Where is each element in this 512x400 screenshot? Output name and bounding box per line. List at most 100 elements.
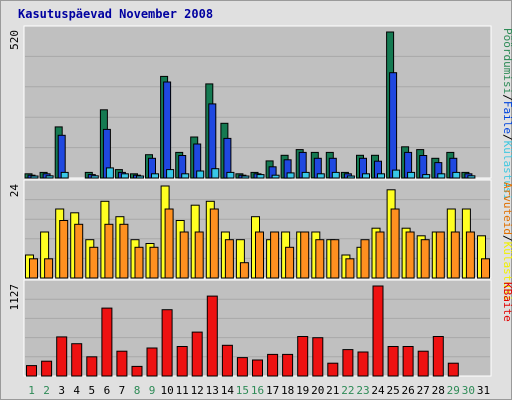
bar-Arvuteid-day-10 (164, 208, 174, 279)
x-tick-label: 29 (447, 384, 460, 397)
bar-KBaite-day-25 (387, 346, 399, 377)
bar-Arvuteid-day-2 (44, 258, 54, 279)
bar-KBaite-day-16 (252, 359, 263, 377)
bar-Arvuteid-day-29 (450, 231, 460, 279)
bar-KBaite-day-8 (131, 365, 143, 377)
x-tick-label: 31 (477, 384, 490, 397)
bar-Külastusi-day-20 (316, 173, 325, 179)
bar-KBaite-day-24 (372, 285, 384, 377)
x-tick-label: 22 (341, 384, 354, 397)
bar-Külastusi-day-9 (151, 173, 159, 179)
bar-KBaite-day-4 (71, 343, 83, 377)
bar-Arvuteid-day-23 (360, 239, 370, 279)
bar-KBaite-day-7 (116, 350, 128, 377)
bar-KBaite-day-2 (41, 360, 53, 377)
legend-entry: Arvuteid (501, 182, 512, 235)
series-Faile (27, 72, 473, 179)
x-tick-label: 25 (386, 384, 399, 397)
x-tick-label: 10 (160, 384, 173, 397)
bar-Arvuteid-day-4 (74, 223, 84, 279)
bar-Arvuteid-day-7 (119, 223, 129, 279)
bar-Arvuteid-day-6 (104, 223, 114, 279)
series-KBaite (26, 285, 459, 377)
y-max-label: 1127 (8, 284, 21, 311)
bar-Arvuteid-day-13 (209, 208, 219, 279)
bar-KBaite-day-13 (206, 295, 218, 377)
bar-Külastusi-day-26 (407, 171, 416, 179)
bar-Külastusi-day-14 (226, 171, 235, 179)
bar-KBaite-day-28 (432, 336, 444, 377)
bar-Külastusi-day-22 (346, 175, 355, 179)
bar-KBaite-day-15 (236, 357, 248, 377)
bar-Külastusi-day-21 (331, 171, 340, 179)
bar-Külastusi-day-30 (467, 175, 476, 179)
legend-middle: Arvuteid/Külastusi (501, 182, 512, 301)
x-tick-label: 24 (371, 384, 385, 397)
legend-entry: Faile (501, 101, 512, 134)
x-tick-label: 13 (206, 384, 219, 397)
bar-Arvuteid-day-8 (134, 246, 144, 279)
bar-KBaite-day-22 (342, 349, 354, 377)
bar-Arvuteid-day-1 (29, 258, 38, 279)
bar-Külastusi-day-12 (196, 170, 205, 179)
bar-KBaite-day-6 (101, 307, 113, 377)
x-tick-label: 2 (43, 384, 50, 397)
bar-Külastusi-day-3 (60, 171, 69, 179)
bar-Arvuteid-day-22 (345, 258, 355, 279)
bar-Arvuteid-day-26 (405, 231, 415, 279)
x-tick-label: 15 (236, 384, 249, 397)
bar-Arvuteid-day-21 (330, 239, 340, 279)
x-tick-label: 14 (221, 384, 235, 397)
bar-Külastusi-day-23 (362, 173, 370, 179)
bar-KBaite-day-19 (297, 336, 309, 377)
bar-KBaite-day-5 (86, 356, 98, 377)
x-tick-label: 21 (326, 384, 339, 397)
legends: Pöördumisi/Faile/KülastusiArvuteid/Külas… (501, 28, 512, 322)
bar-Faile-day-25 (389, 72, 398, 179)
panel-middle: 24 (8, 179, 492, 279)
bar-Arvuteid-day-14 (224, 239, 234, 279)
bar-Külastusi-day-11 (181, 173, 190, 179)
bar-Arvuteid-day-31 (481, 258, 490, 279)
x-tick-label: 4 (73, 384, 80, 397)
bar-Külastusi-day-13 (211, 168, 220, 179)
legend-entry: Pöördumisi (501, 28, 512, 94)
legend-entry: KBaite (501, 282, 512, 322)
bar-Külastusi-day-2 (45, 175, 54, 179)
bar-KBaite-day-21 (327, 362, 339, 377)
legend-entry: / (501, 134, 512, 141)
bar-Arvuteid-day-3 (59, 220, 69, 279)
chart-panels: 520 24 1127 (8, 25, 492, 377)
x-tick-label: 18 (281, 384, 294, 397)
bar-KBaite-day-18 (282, 353, 294, 377)
legend-entry: / (501, 94, 512, 101)
bar-Külastusi-day-17 (271, 174, 280, 179)
x-tick-label: 23 (356, 384, 369, 397)
x-tick-label: 17 (266, 384, 279, 397)
bar-Külastusi-day-8 (136, 175, 144, 179)
legend-entry: Külastusi (501, 242, 512, 302)
bar-KBaite-day-14 (221, 344, 233, 377)
x-tick-label: 28 (432, 384, 445, 397)
bar-Külastusi-day-25 (392, 169, 401, 179)
bar-Külastusi-day-1 (30, 175, 39, 179)
bar-Külastusi-day-18 (286, 172, 295, 179)
bar-Külastusi-day-28 (437, 173, 446, 179)
bar-Arvuteid-day-11 (179, 231, 189, 279)
bar-Külastusi-day-5 (90, 175, 99, 179)
legend-entry: / (501, 235, 512, 242)
bar-Külastusi-day-7 (120, 173, 129, 179)
y-max-label: 24 (8, 184, 21, 198)
legend-entry: Külastusi (501, 141, 512, 201)
x-tick-label: 20 (311, 384, 324, 397)
bar-KBaite-day-1 (26, 365, 37, 377)
x-tick-label: 12 (191, 384, 204, 397)
x-tick-label: 3 (58, 384, 65, 397)
bar-Arvuteid-day-28 (435, 231, 445, 279)
bar-KBaite-day-26 (402, 346, 414, 377)
bar-Faile-day-3 (57, 134, 66, 179)
chart-title: Kasutuspäevad November 2008 (18, 7, 213, 21)
bar-KBaite-day-12 (191, 331, 203, 377)
legend-top: Pöördumisi/Faile/Külastusi (501, 28, 512, 200)
